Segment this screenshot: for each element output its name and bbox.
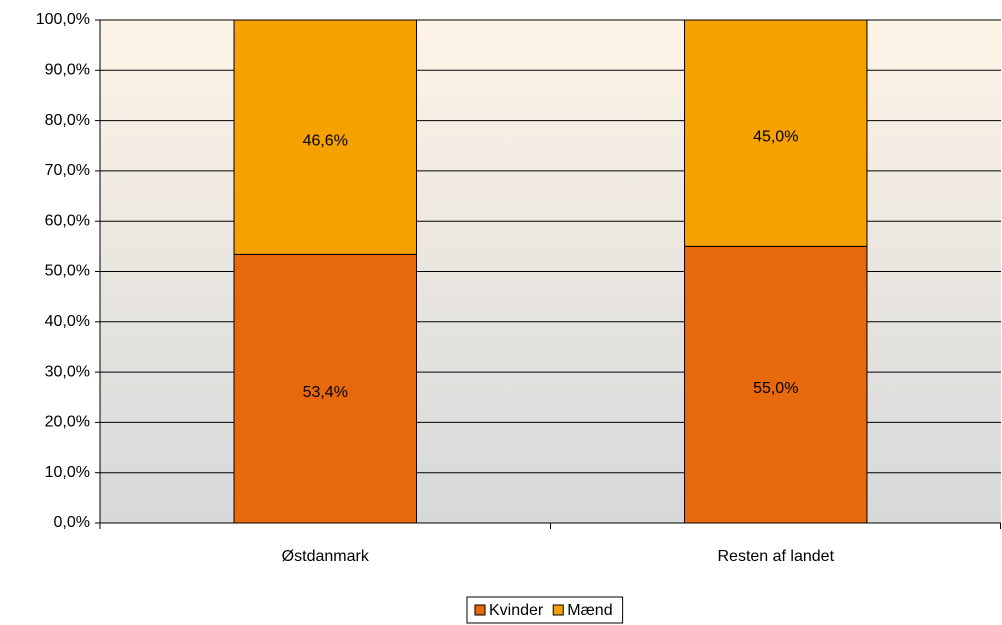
y-tick-label: 50,0% (45, 263, 90, 280)
y-tick-label: 80,0% (45, 112, 90, 129)
bar-segment (233, 19, 417, 255)
y-tick-label: 0,0% (54, 514, 90, 531)
y-tick-label: 90,0% (45, 62, 90, 79)
value-label: 53,4% (303, 384, 348, 401)
y-tick-label: 40,0% (45, 313, 90, 330)
y-tick-label: 30,0% (45, 363, 90, 380)
y-tick-label: 70,0% (45, 162, 90, 179)
legend-label: Mænd (567, 602, 612, 619)
value-label: 55,0% (753, 380, 798, 397)
y-tick-label: 20,0% (45, 414, 90, 431)
value-label: 46,6% (303, 132, 348, 149)
y-tick-label: 10,0% (45, 464, 90, 481)
bar-segment (233, 253, 417, 524)
x-tick-label: Resten af landet (717, 548, 834, 565)
y-tick-label: 60,0% (45, 212, 90, 229)
legend-swatch (552, 604, 564, 616)
y-tick-label: 100,0% (36, 11, 90, 28)
legend-swatch (474, 604, 486, 616)
bar-segment (684, 245, 868, 524)
legend-label: Kvinder (489, 602, 544, 619)
legend (466, 596, 624, 624)
value-label: 45,0% (753, 128, 798, 145)
bar-segment (684, 19, 868, 247)
x-tick-label: Østdanmark (282, 548, 370, 565)
